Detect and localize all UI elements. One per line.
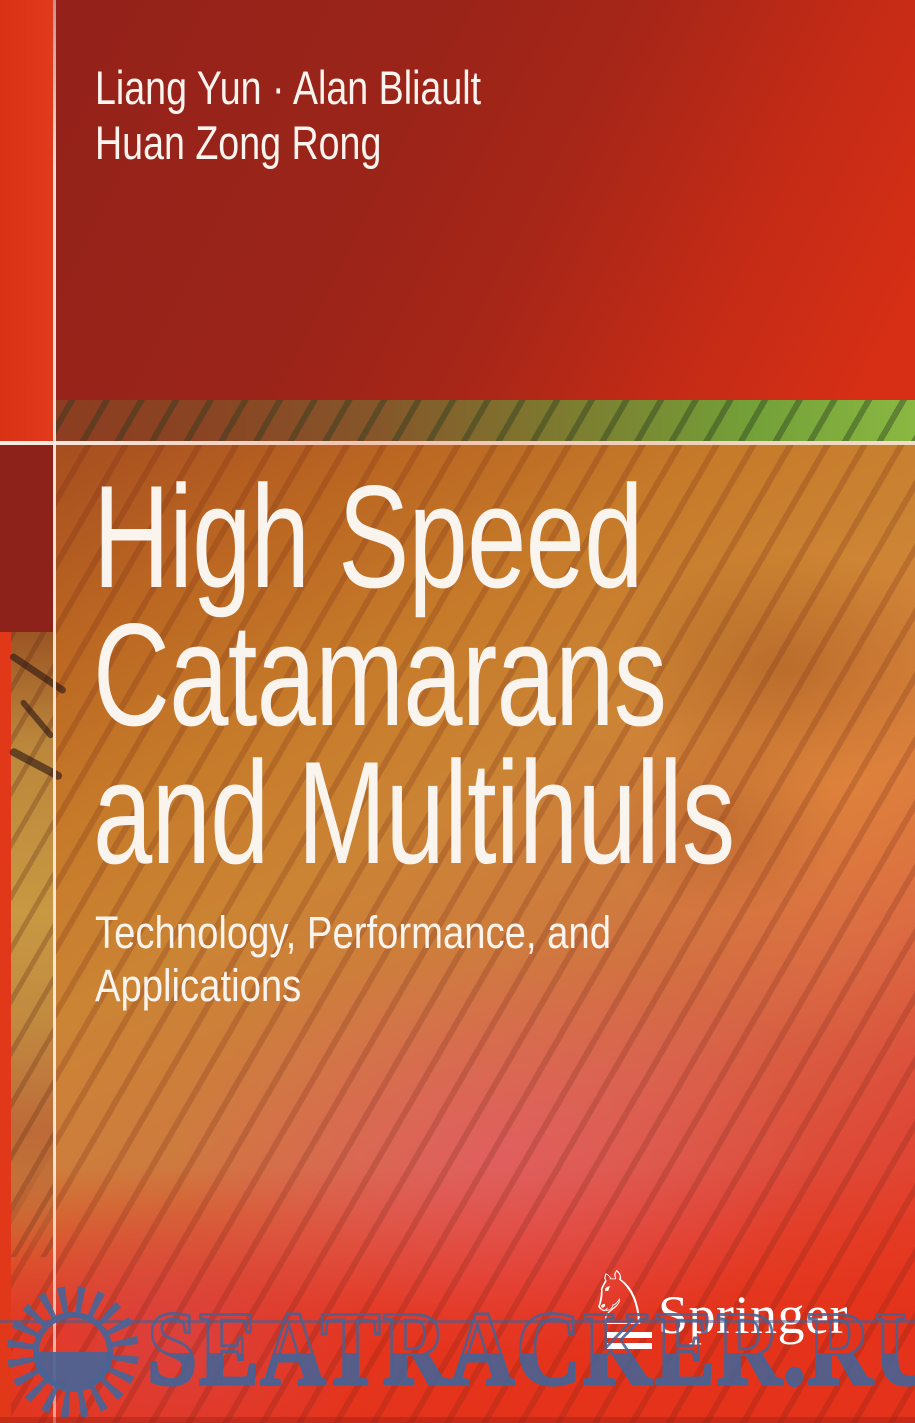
publisher-name: Springer <box>658 1288 848 1342</box>
grid-vertical-line <box>53 0 56 1423</box>
top-red-band <box>0 0 915 400</box>
bottom-edge-shade <box>0 1417 915 1423</box>
watermark-text: SEATRACKER.RU <box>146 1294 915 1403</box>
logo-bar <box>607 1332 652 1338</box>
left-accent-strip-top <box>0 0 53 441</box>
left-accent-strip-bottom <box>0 632 11 1423</box>
left-accent-strip-middle <box>0 441 53 632</box>
sun-icon <box>7 1286 139 1418</box>
subtitle-line-1: Technology, Performance, and <box>95 907 611 958</box>
grid-horizontal-line <box>0 441 915 445</box>
photo-dark-streak <box>19 698 55 740</box>
book-title: High Speed Catamarans and Multihulls <box>93 455 735 894</box>
title-line-1: High Speed <box>93 455 643 618</box>
diagonal-stripes-texture <box>0 400 915 1423</box>
subtitle-line-2: Applications <box>95 960 302 1011</box>
authors-block: Liang Yun · Alan Bliault Huan Zong Rong <box>95 60 481 170</box>
book-subtitle: Technology, Performance, and Application… <box>95 906 611 1012</box>
watermark-line <box>0 1320 915 1323</box>
chess-knight-icon: ♘ <box>586 1262 652 1336</box>
title-line-3: and Multihulls <box>93 731 735 894</box>
title-line-2: Catamarans <box>93 593 667 756</box>
author-line-2: Huan Zong Rong <box>95 116 382 169</box>
left-photo-strip <box>8 632 68 1257</box>
author-line-1: Liang Yun · Alan Bliault <box>95 61 482 114</box>
sun-disc <box>33 1312 113 1392</box>
green-photo-band <box>0 399 915 442</box>
logo-bar <box>607 1343 652 1349</box>
